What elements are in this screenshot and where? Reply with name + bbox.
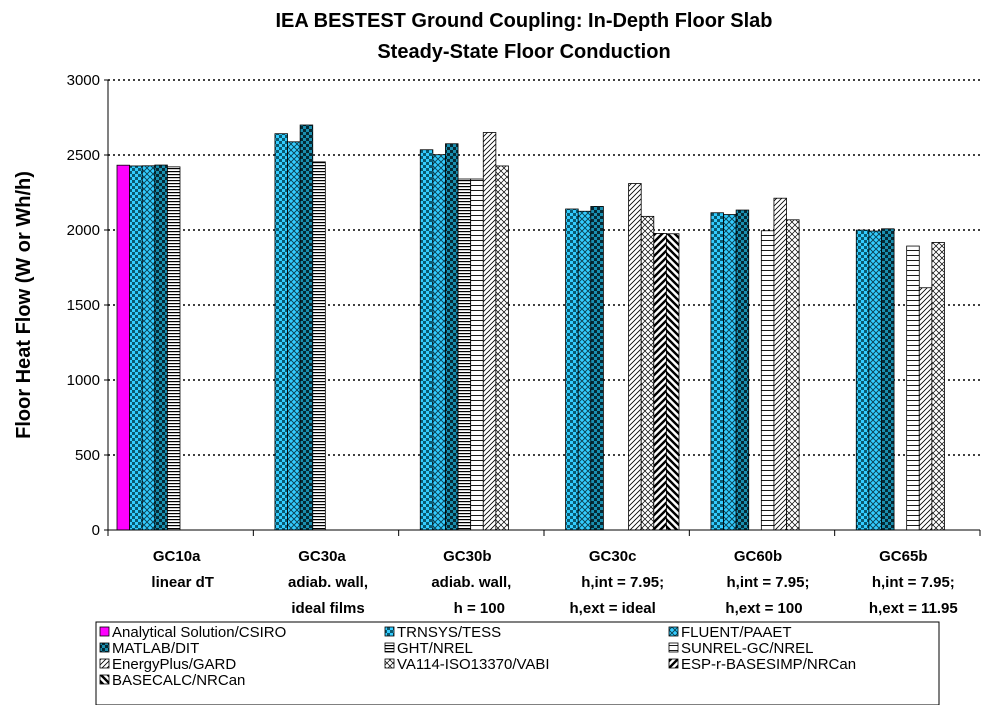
bar	[166, 166, 181, 531]
x-category-label: h,ext = ideal	[570, 600, 656, 617]
legend-swatch	[99, 642, 110, 653]
x-category-label: GC65b	[879, 548, 927, 565]
y-tick-label: 1000	[67, 372, 100, 389]
bar	[274, 133, 288, 531]
bar	[495, 165, 509, 531]
chart-title: IEA BESTEST Ground Coupling: In-Depth Fl…	[275, 10, 772, 63]
x-category-label: GC30b	[443, 548, 491, 565]
bar	[628, 183, 642, 531]
bar	[906, 245, 920, 531]
x-category-label: GC60b	[734, 548, 782, 565]
y-tick-label: 500	[75, 447, 100, 464]
x-category-label: h,int = 7.95;	[581, 574, 664, 591]
legend-label: ESP-r-BASESIMP/NRCan	[681, 656, 856, 673]
x-category-label: ideal films	[291, 600, 364, 617]
x-category-label: adiab. wall,	[431, 574, 511, 591]
bar	[666, 233, 680, 531]
legend-swatch	[668, 642, 679, 653]
bar	[141, 165, 156, 531]
legend-label: GHT/NREL	[397, 640, 473, 657]
y-tick-label: 2500	[67, 147, 100, 164]
x-category-label: h,int = 7.95;	[872, 574, 955, 591]
bar	[931, 242, 945, 531]
y-tick-label: 3000	[67, 72, 100, 89]
bar	[773, 197, 787, 531]
bar	[565, 208, 579, 531]
bar	[154, 164, 168, 531]
x-category-label: adiab. wall,	[288, 574, 368, 591]
legend-swatch	[384, 658, 395, 669]
bar	[312, 161, 326, 531]
legend-swatch	[668, 658, 679, 669]
y-tick-label: 1500	[67, 297, 100, 314]
bar	[129, 165, 143, 531]
bars	[116, 124, 945, 531]
x-category-label: h = 100	[454, 600, 505, 617]
bar	[735, 209, 750, 531]
x-category-label: h,ext = 100	[725, 600, 802, 617]
legend-swatch	[99, 626, 110, 637]
legend-swatch	[384, 642, 395, 653]
y-tick-label: 0	[92, 522, 100, 539]
legend-label: MATLAB/DIT	[112, 640, 199, 657]
legend-label: SUNREL-GC/NREL	[681, 640, 814, 657]
legend-label: Analytical Solution/CSIRO	[112, 624, 286, 641]
bar	[116, 164, 131, 531]
x-category-label: h,int = 7.95;	[727, 574, 810, 591]
bar	[640, 215, 655, 531]
x-category-label: linear dT	[151, 574, 214, 591]
bar	[653, 233, 667, 531]
chart-title-line-1: IEA BESTEST Ground Coupling: In-Depth Fl…	[275, 10, 772, 32]
legend-swatch	[99, 658, 110, 669]
y-tick-labels: 0 500 1000 1500 2000 2500 3000	[67, 72, 108, 539]
bar	[432, 154, 446, 531]
legend-swatch	[384, 626, 395, 637]
bar	[710, 212, 724, 531]
bar	[299, 124, 314, 531]
axes	[107, 80, 981, 536]
chart-title-line-2: Steady-State Floor Conduction	[377, 41, 670, 63]
bar	[723, 214, 737, 531]
bar	[470, 178, 484, 531]
legend-swatch	[99, 674, 110, 685]
x-category-label: GC30c	[589, 548, 637, 565]
legend-swatch	[668, 626, 679, 637]
bar	[760, 230, 775, 531]
legend: Analytical Solution/CSIRO TRNSYS/TESS FLUE…	[95, 621, 940, 705]
x-category-label: h,ext = 11.95	[869, 600, 958, 617]
legend-label: EnergyPlus/GARD	[112, 656, 236, 673]
bar	[419, 149, 434, 531]
bar	[868, 230, 882, 531]
legend-box	[95, 621, 940, 705]
bar	[287, 141, 301, 531]
bar	[457, 178, 472, 531]
bar	[855, 229, 870, 531]
bar	[590, 206, 604, 531]
legend-label: BASECALC/NRCan	[112, 672, 245, 689]
legend-label: TRNSYS/TESS	[397, 624, 501, 641]
x-category-labels: GC10a linear dT GC30a adiab. wall, ideal fil…	[151, 548, 957, 617]
bar	[918, 287, 933, 531]
bar	[482, 132, 497, 531]
legend-label: VA114-ISO13370/VABI	[397, 656, 550, 673]
bar	[786, 219, 800, 531]
bar	[577, 210, 592, 531]
bar	[881, 228, 895, 531]
y-tick-label: 2000	[67, 222, 100, 239]
x-category-label: GC10a	[153, 548, 201, 565]
x-category-label: GC30a	[298, 548, 346, 565]
bar	[445, 143, 459, 531]
y-axis-label: Floor Heat Flow (W or Wh/h)	[13, 171, 35, 439]
legend-label: FLUENT/PAAET	[681, 624, 792, 641]
gridlines	[108, 79, 980, 456]
